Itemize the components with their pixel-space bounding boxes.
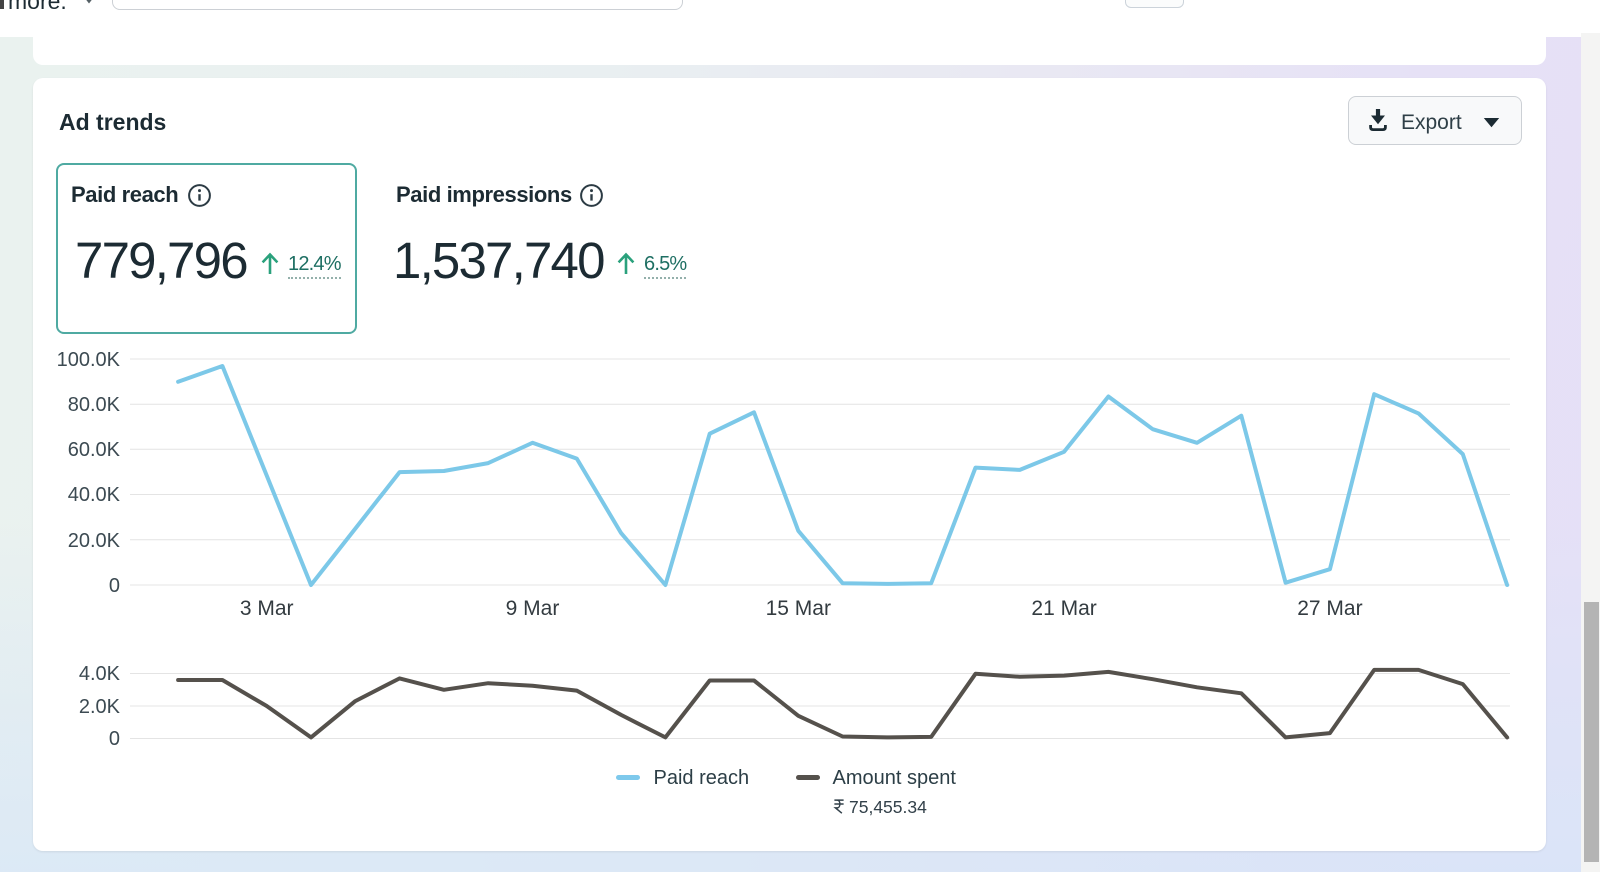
svg-text:100.0K: 100.0K xyxy=(57,349,121,371)
svg-text:2.0K: 2.0K xyxy=(79,696,121,718)
svg-text:15 Mar: 15 Mar xyxy=(766,597,831,620)
svg-text:40.0K: 40.0K xyxy=(68,484,121,506)
svg-text:0: 0 xyxy=(109,575,120,597)
svg-text:60.0K: 60.0K xyxy=(68,439,121,461)
svg-text:27 Mar: 27 Mar xyxy=(1297,597,1362,620)
svg-text:4.0K: 4.0K xyxy=(79,663,121,685)
svg-text:80.0K: 80.0K xyxy=(68,394,121,416)
svg-text:0: 0 xyxy=(109,728,120,750)
svg-text:20.0K: 20.0K xyxy=(68,530,121,552)
svg-text:3 Mar: 3 Mar xyxy=(240,597,294,620)
svg-text:21 Mar: 21 Mar xyxy=(1031,597,1096,620)
svg-text:9 Mar: 9 Mar xyxy=(506,597,560,620)
